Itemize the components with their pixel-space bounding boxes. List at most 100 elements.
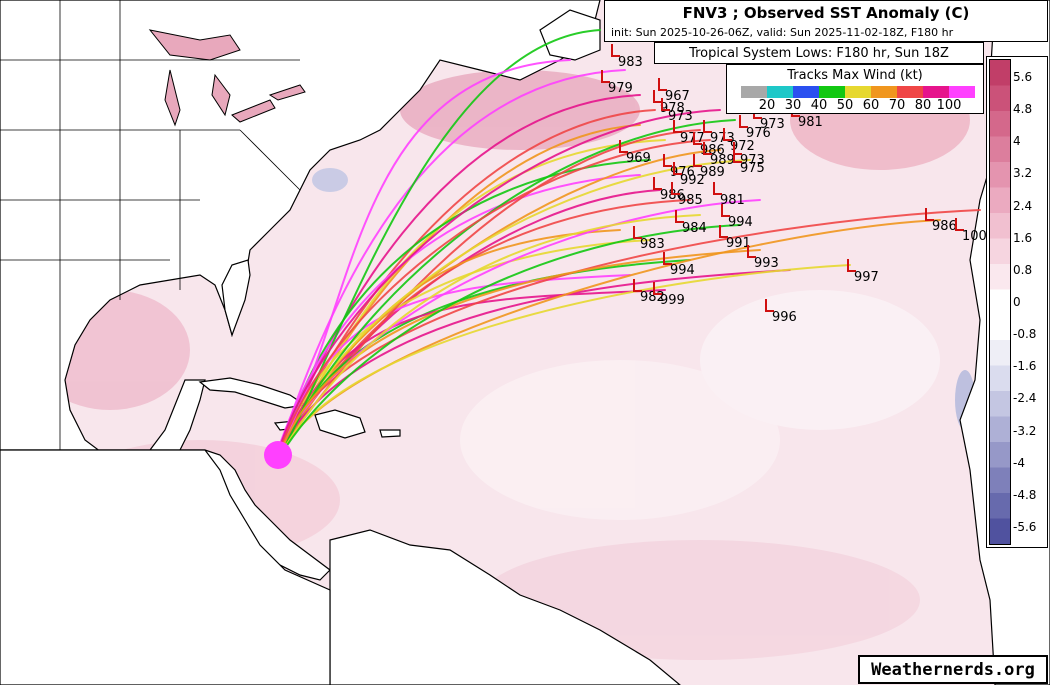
low-pressure-label: 978 [660,101,685,116]
wind-tick-label: 30 [784,98,802,113]
wind-swatch [741,86,767,98]
low-symbol [633,279,642,292]
wind-swatch [845,86,871,98]
wind-swatch [949,86,975,98]
low-marker: 997 [847,259,879,285]
wind-swatch [897,86,923,98]
low-pressure-label: 976 [670,165,695,180]
lows-label: Tropical System Lows: F180 hr, Sun 18Z [689,46,949,61]
track-origin-cluster [264,441,292,469]
low-symbol [765,299,774,312]
colorbar-label: 0.8 [1013,262,1033,277]
low-pressure-label: 983 [640,237,665,252]
branding-panel[interactable]: Weathernerds.org [858,655,1048,684]
storm-track [275,109,721,461]
low-pressure-label: 973 [740,153,765,168]
wind-swatch [871,86,897,98]
colorbar-label: -5.6 [1013,520,1037,534]
colorbar-label: -4 [1013,455,1025,470]
low-symbol [721,204,730,217]
low-symbol [675,210,684,223]
wind-legend-swatches [741,86,975,98]
low-marker: 994 [663,252,695,278]
low-symbol [693,132,702,145]
low-marker: 993 [747,245,779,271]
title-panel: FNV3 ; Observed SST Anomaly (C) init: Su… [604,0,1048,42]
low-pressure-label: 969 [626,151,651,166]
colorbar-label: 4 [1013,134,1021,149]
colorbar-label: 1.6 [1013,230,1033,245]
low-symbol [733,150,742,163]
low-marker: 975 [733,150,765,176]
low-symbol [693,154,702,167]
low-symbol [719,225,728,238]
colorbar [989,59,1011,545]
wind-tick-label: 80 [914,98,932,113]
storm-tracks [264,29,981,469]
low-symbol [658,78,667,91]
low-symbol [723,128,732,141]
wind-tick-label: 60 [862,98,880,113]
low-pressure-label: 994 [728,215,753,230]
low-pressure-label: 994 [670,263,695,278]
low-marker: 972 [723,128,755,154]
storm-track [278,214,701,458]
low-marker: 979 [601,70,633,96]
low-pressure-label: 984 [682,221,707,236]
low-symbol [847,259,856,272]
storm-track [275,269,791,457]
low-marker: 985 [671,182,703,208]
storm-track [279,119,736,459]
colorbar-label: 2.4 [1013,198,1033,213]
low-marker: 983 [611,44,643,70]
colorbar-label: 0 [1013,295,1021,309]
branding-label[interactable]: Weathernerds.org [871,660,1035,680]
low-pressure-label: 975 [740,161,765,176]
colorbar-label: -3.2 [1013,423,1037,438]
wind-tick-label: 70 [888,98,906,113]
low-pressure-label: 993 [754,256,779,271]
low-pressure-label: 989 [700,165,725,180]
low-pressure-label: 973 [710,131,735,146]
low-marker: 976 [739,115,771,141]
colorbar-label: 3.2 [1013,166,1033,181]
colorbar-label: -0.8 [1013,327,1037,342]
low-symbol [663,252,672,265]
low-symbol [955,218,964,231]
wind-swatch [793,86,819,98]
low-marker: 984 [675,210,707,236]
low-marker: 994 [721,204,753,230]
map-subtitle: init: Sun 2025-10-26-06Z, valid: Sun 202… [611,26,954,39]
storm-track [279,29,601,458]
low-pressure-label: 967 [665,89,690,104]
low-symbol [633,226,642,239]
low-marker: 986 [925,208,957,234]
low-marker: 967 [658,78,690,104]
low-pressure-label: 972 [730,139,755,154]
low-pressure-label: 973 [760,117,785,132]
low-marker: 969 [619,140,651,166]
wind-legend-title: Tracks Max Wind (kt) [787,68,923,83]
low-symbol [671,182,680,195]
wind-swatch [767,86,793,98]
low-symbol [653,177,662,190]
low-symbol [619,140,628,153]
low-marker: 978 [653,90,685,116]
low-pressure-label: 981 [798,115,823,130]
storm-track [278,264,851,459]
low-marker: 981 [713,182,745,208]
low-pressure-label: 986 [932,219,957,234]
storm-track [277,249,761,459]
lows-panel: Tropical System Lows: F180 hr, Sun 18Z [654,42,984,64]
low-pressure-label: 997 [854,270,879,285]
low-marker: 973 [703,120,735,146]
storm-track [274,59,571,457]
colorbar-label: -2.4 [1013,391,1037,406]
wind-legend-ticks: 20 30 40 50 60 70 80 100 [741,98,975,113]
colorbar-label: -4.8 [1013,487,1037,502]
storm-track [279,224,741,457]
low-marker: 996 [765,299,797,325]
low-marker: 999 [653,282,685,308]
